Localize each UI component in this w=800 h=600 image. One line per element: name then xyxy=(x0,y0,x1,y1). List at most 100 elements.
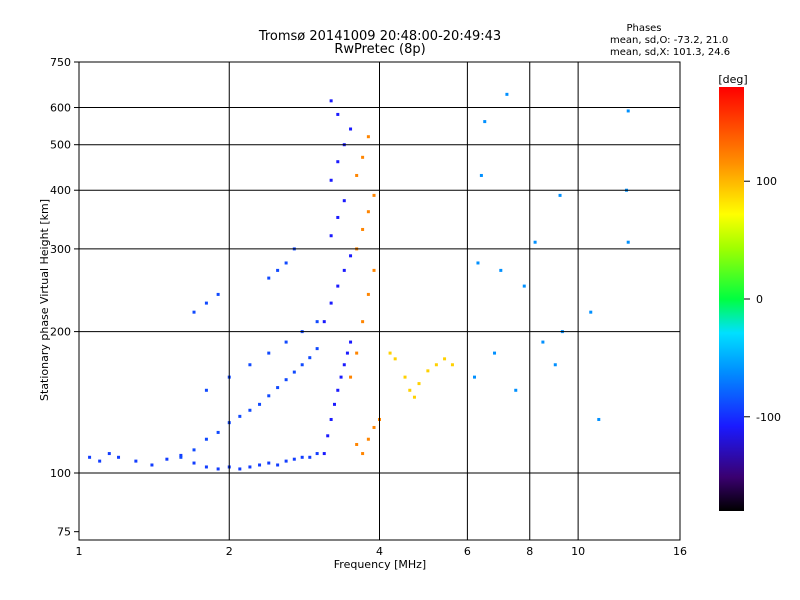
data-point xyxy=(366,292,370,296)
data-point xyxy=(336,160,340,164)
data-point xyxy=(450,363,454,367)
data-point xyxy=(361,320,365,324)
data-point xyxy=(150,463,154,467)
data-point xyxy=(553,363,557,367)
y-tick-label: 500 xyxy=(50,139,71,152)
data-point xyxy=(349,340,353,344)
data-point xyxy=(336,215,340,219)
y-tick-label: 750 xyxy=(50,56,71,69)
data-point xyxy=(522,284,526,288)
colorbar-ticks: 100 0 -100 xyxy=(744,175,781,424)
data-point xyxy=(403,375,407,379)
data-point xyxy=(342,199,346,203)
data-point xyxy=(326,434,330,438)
data-point xyxy=(393,357,397,361)
data-point xyxy=(443,357,447,361)
data-point xyxy=(192,310,196,314)
data-point xyxy=(267,394,271,398)
data-point xyxy=(329,99,333,103)
data-point xyxy=(372,268,376,272)
colorbar-tick-label: 0 xyxy=(756,293,763,306)
data-point xyxy=(267,351,271,355)
phases-heading: Phases xyxy=(626,23,661,34)
data-point xyxy=(597,417,601,421)
data-point xyxy=(372,193,376,197)
data-point xyxy=(336,112,340,116)
data-point xyxy=(483,120,487,124)
data-point xyxy=(476,261,480,265)
data-point xyxy=(434,363,438,367)
data-point xyxy=(336,284,340,288)
colorbar xyxy=(719,87,744,511)
y-tick-label: 200 xyxy=(50,326,71,339)
data-point xyxy=(292,457,296,461)
data-point xyxy=(626,109,630,113)
data-point xyxy=(300,363,304,367)
y-tick-label: 300 xyxy=(50,243,71,256)
data-point xyxy=(204,301,208,305)
data-point xyxy=(322,320,326,324)
data-point xyxy=(308,455,312,459)
data-point xyxy=(322,452,326,456)
data-point xyxy=(355,351,359,355)
x-tick-label: 1 xyxy=(76,545,83,558)
chart-subtitle: RwPretec (8p) xyxy=(334,42,425,57)
data-point xyxy=(329,301,333,305)
data-point xyxy=(216,467,220,471)
data-point xyxy=(472,375,476,379)
x-tick-label: 2 xyxy=(226,545,233,558)
data-point xyxy=(505,92,509,96)
x-tick-label: 10 xyxy=(571,545,585,558)
data-point xyxy=(258,463,262,467)
data-point xyxy=(216,430,220,434)
data-point xyxy=(88,455,92,459)
data-point xyxy=(339,375,343,379)
chart-title: Tromsø 20141009 20:48:00-20:49:43 xyxy=(258,29,501,44)
colorbar-tick-label: 100 xyxy=(756,175,777,188)
data-point xyxy=(267,276,271,280)
data-point xyxy=(216,292,220,296)
data-point xyxy=(315,320,319,324)
data-point xyxy=(499,268,503,272)
data-point xyxy=(292,370,296,374)
data-point xyxy=(204,465,208,469)
data-point xyxy=(179,453,183,457)
data-point xyxy=(361,227,365,231)
data-point xyxy=(258,402,262,406)
data-point xyxy=(345,351,349,355)
data-points xyxy=(88,92,630,471)
x-axis-label: Frequency [MHz] xyxy=(334,558,426,571)
data-point xyxy=(361,155,365,159)
data-point xyxy=(533,240,537,244)
data-point xyxy=(329,178,333,182)
data-point xyxy=(204,437,208,441)
data-point xyxy=(192,461,196,465)
y-tick-label: 75 xyxy=(57,526,71,539)
data-point xyxy=(248,465,252,469)
data-point xyxy=(308,356,312,360)
data-point xyxy=(117,455,121,459)
data-point xyxy=(134,459,138,463)
data-point xyxy=(267,461,271,465)
data-point xyxy=(300,455,304,459)
data-point xyxy=(315,452,319,456)
data-point xyxy=(349,127,353,131)
data-point xyxy=(284,261,288,265)
data-point xyxy=(284,459,288,463)
data-point xyxy=(204,388,208,392)
y-axis-label: Stationary phase Virtual Height [km] xyxy=(38,199,51,401)
data-point xyxy=(315,347,319,351)
y-tick-label: 400 xyxy=(50,184,71,197)
data-point xyxy=(336,388,340,392)
data-point xyxy=(107,452,111,456)
data-point xyxy=(165,457,169,461)
data-point xyxy=(412,395,416,399)
colorbar-label: [deg] xyxy=(718,73,747,86)
x-tick-label: 4 xyxy=(376,545,383,558)
data-point xyxy=(284,378,288,382)
y-tick-label: 600 xyxy=(50,102,71,115)
data-point xyxy=(514,388,518,392)
data-point xyxy=(276,386,280,390)
data-point xyxy=(276,268,280,272)
